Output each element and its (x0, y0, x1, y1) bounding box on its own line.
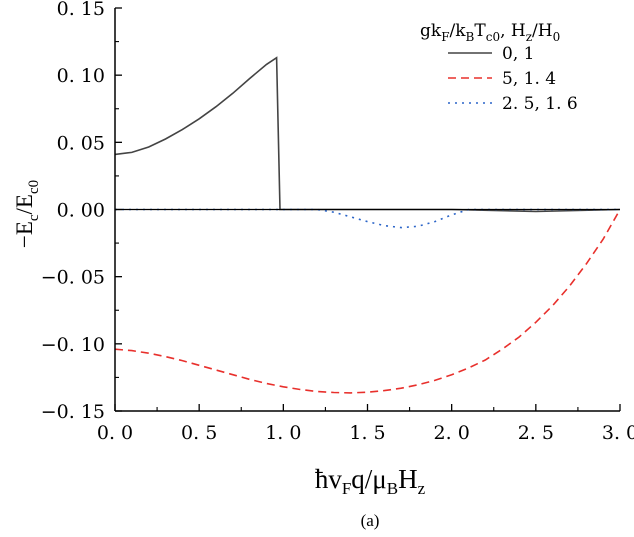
x-axis-label: ħvFq/μBHz (315, 464, 426, 498)
series-line-3 (115, 208, 620, 229)
y-tick-label: 0. 10 (57, 65, 105, 87)
y-tick-label: 0. 15 (57, 0, 105, 20)
y-tick-label: −0. 05 (41, 267, 105, 289)
y-tick-label: −0. 15 (41, 401, 105, 423)
x-tick-label: 2. 5 (518, 422, 554, 444)
x-tick-label: 2. 0 (434, 422, 470, 444)
legend-label-3: 2. 5, 1. 6 (502, 94, 578, 114)
axes (114, 7, 621, 412)
legend-title: gkF/kBTc0, Hz/H0 (420, 21, 560, 44)
legend: gkF/kBTc0, Hz/H0 0, 1 5, 1. 4 2. 5, 1. 6 (420, 21, 578, 114)
x-tick-label: 1. 5 (349, 422, 385, 444)
x-tick-label: 3. 0 (602, 422, 634, 444)
y-axis-label: −Ec/Ec0 (12, 180, 42, 248)
x-tick-label: 0. 5 (181, 422, 217, 444)
y-tick-label: 0. 05 (57, 132, 105, 154)
series-line-2 (114, 209, 621, 394)
figure-caption: (a) (361, 511, 380, 530)
x-tick-label: 1. 0 (265, 422, 301, 444)
y-tick-label: 0. 00 (57, 200, 105, 222)
y-tick-label: −0. 10 (41, 334, 105, 356)
tick-labels: 0. 150. 100. 050. 00−0. 05−0. 10−0. 150.… (41, 0, 634, 444)
legend-label-2: 5, 1. 4 (502, 69, 556, 89)
legend-label-1: 0, 1 (502, 44, 534, 64)
x-tick-label: 0. 0 (97, 422, 133, 444)
legend-entries: 0, 1 5, 1. 4 2. 5, 1. 6 (448, 44, 578, 114)
